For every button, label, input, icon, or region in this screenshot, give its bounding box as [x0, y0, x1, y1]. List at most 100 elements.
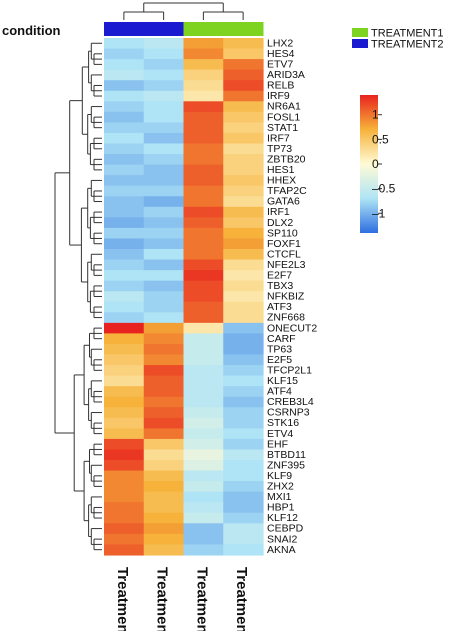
heatmap-cell [143, 375, 185, 387]
gene-label: CTCFL [267, 248, 301, 260]
gene-label: CREB3L4 [267, 396, 314, 408]
annotation-cell [104, 22, 145, 36]
gene-label: ETV4 [267, 428, 293, 440]
heatmap-cell [104, 48, 145, 60]
heatmap-cell [223, 48, 264, 60]
heatmap-cell [183, 365, 224, 377]
heatmap-cell [143, 301, 185, 313]
heatmap-cell [104, 238, 145, 250]
heatmap-cell [223, 481, 264, 493]
heatmap-cell [223, 154, 264, 166]
heatmap-cell [183, 544, 224, 556]
heatmap-cell [143, 238, 185, 250]
heatmap-cell [183, 90, 224, 102]
heatmap-cell [223, 417, 264, 429]
heatmap-cell [143, 90, 185, 102]
heatmap-cell [223, 270, 264, 282]
heatmap-cell [143, 227, 185, 240]
heatmap-cell [143, 502, 185, 514]
heatmap-cell [183, 449, 224, 461]
gene-label: NFKBIZ [267, 291, 305, 303]
heatmap-cell [143, 69, 185, 81]
heatmap-cell [223, 343, 264, 356]
heatmap-cell [104, 396, 145, 408]
gene-label: TFCP2L1 [267, 364, 312, 376]
heatmap-cell [183, 238, 224, 250]
heatmap-cell [183, 291, 224, 303]
heatmap-cell [104, 312, 145, 324]
gene-label: ZHX2 [267, 481, 294, 493]
heatmap-cell [223, 227, 264, 240]
heatmap-cell [104, 470, 145, 482]
heatmap-cell [223, 333, 264, 345]
gene-label: RELB [267, 80, 294, 92]
heatmap-cell [143, 111, 185, 123]
heatmap-cell [143, 101, 185, 113]
heatmap-cell [143, 270, 185, 282]
heatmap-cell [104, 164, 145, 176]
heatmap-cell [223, 470, 264, 482]
heatmap-cell [143, 259, 185, 271]
heatmap-cell [223, 101, 264, 113]
heatmap-cell [143, 544, 185, 556]
heatmap-cell [183, 512, 224, 524]
heatmap-cell [223, 533, 264, 545]
colorbar: 1 0.5 0 –0.5 –1 [360, 95, 396, 233]
gene-label: ZBTB20 [267, 153, 306, 165]
condition-annotation-bar [104, 22, 264, 36]
heatmap-cell [183, 270, 224, 282]
legend-swatch [352, 28, 368, 37]
heatmap-cell [183, 206, 224, 218]
heatmap-cell [223, 38, 264, 50]
heatmap-cell [223, 143, 264, 155]
heatmap-cell [183, 227, 224, 240]
heatmap-cell [104, 428, 145, 440]
annotation-cell [183, 22, 224, 36]
heatmap-cell [183, 132, 224, 145]
heatmap-cell [183, 407, 224, 419]
gene-label: ATF3 [267, 301, 292, 313]
heatmap-cell [223, 259, 264, 271]
heatmap-cell [183, 386, 224, 398]
heatmap-cell [104, 354, 145, 366]
gene-label: KLF9 [267, 470, 292, 482]
heatmap-cell [104, 196, 145, 208]
gene-label: NR6A1 [267, 101, 301, 113]
colorbar-tick-label: –1 [372, 206, 386, 220]
gene-label: IRF9 [267, 90, 290, 102]
heatmap-cell [104, 270, 145, 282]
heatmap-cell [223, 249, 264, 261]
heatmap-cell [183, 470, 224, 482]
heatmap-cell [143, 80, 185, 92]
heatmap-cell [104, 523, 145, 535]
heatmap-cell [104, 259, 145, 271]
heatmap-cell [143, 164, 185, 176]
heatmap-cell [223, 217, 264, 229]
gene-label: ATF4 [267, 386, 292, 398]
heatmap-cell [104, 322, 145, 334]
colorbar-gradient [360, 95, 378, 233]
heatmap-cell [143, 154, 185, 166]
heatmap-cell [104, 375, 145, 387]
heatmap-cell [223, 354, 264, 366]
heatmap-cell [183, 185, 224, 197]
heatmap-cell [143, 470, 185, 482]
heatmap-cell [143, 417, 185, 429]
heatmap-cell [183, 48, 224, 60]
heatmap-cell [183, 491, 224, 503]
gene-label: TP63 [267, 343, 292, 355]
heatmap-cell [143, 249, 185, 261]
column-labels: Treatment 2 Treatment 2 Treatment 1 Treatme… [114, 567, 250, 631]
gene-label: CARF [267, 333, 296, 345]
heatmap-cell [143, 533, 185, 545]
heatmap-cell [223, 175, 264, 187]
column-dendrogram [123, 2, 244, 20]
heatmap-cell [143, 322, 185, 334]
gene-labels: LHX2HES4ETV7ARID3ARELBIRF9NR6A1FOSL1STAT… [267, 37, 317, 555]
heatmap-cell [143, 481, 185, 493]
heatmap-cell [183, 502, 224, 514]
heatmap-cell [223, 375, 264, 387]
annotation-cell [143, 22, 184, 36]
heatmap-cell [104, 502, 145, 514]
heatmap-cell [104, 481, 145, 493]
